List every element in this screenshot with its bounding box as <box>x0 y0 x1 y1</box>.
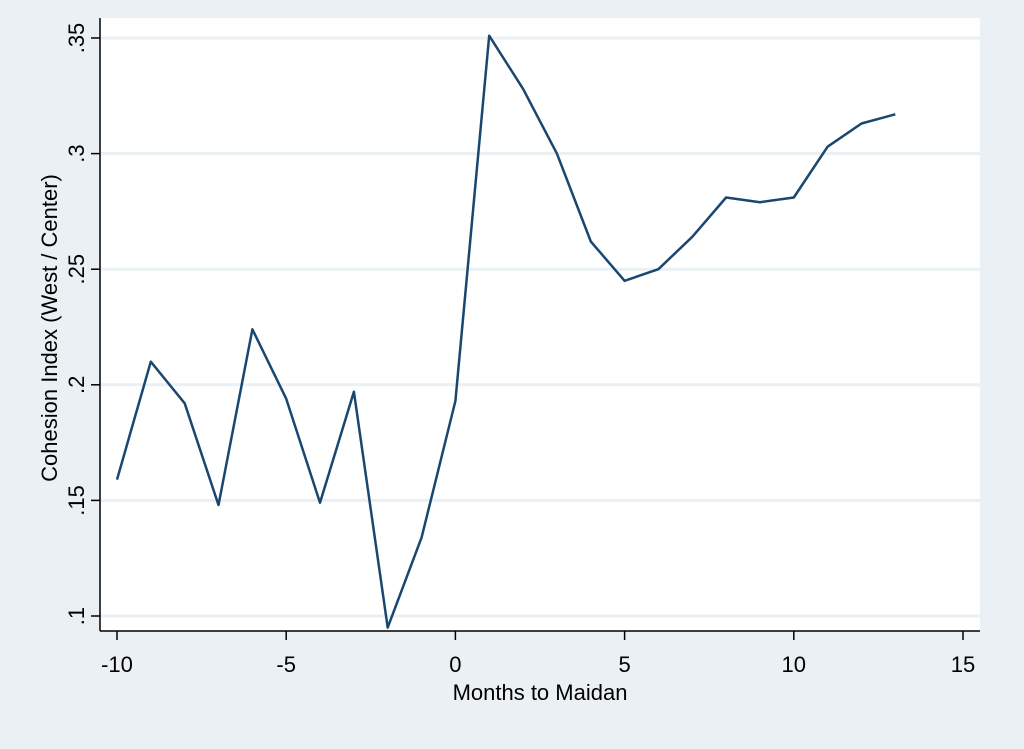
data-point-0 <box>115 478 119 482</box>
data-point-9 <box>420 535 424 539</box>
data-point-7 <box>352 390 356 394</box>
data-point-20 <box>792 196 796 200</box>
data-point-6 <box>318 501 322 505</box>
y-tick-label-2: .2 <box>64 376 89 394</box>
x-tick-label-0: -10 <box>101 652 133 677</box>
data-point-8 <box>386 626 390 630</box>
data-point-23 <box>893 112 897 116</box>
data-point-11 <box>487 34 491 38</box>
x-tick-label-4: 10 <box>782 652 806 677</box>
x-axis-title: Months to Maidan <box>453 680 628 705</box>
y-axis-title: Cohesion Index (West / Center) <box>37 174 62 482</box>
axes <box>91 18 980 640</box>
data-point-4 <box>250 327 254 331</box>
data-point-3 <box>217 503 221 507</box>
data-point-10 <box>453 399 457 403</box>
y-tick-label-3: .25 <box>64 254 89 285</box>
data-point-16 <box>656 267 660 271</box>
data-point-13 <box>555 152 559 156</box>
y-tick-label-1: .15 <box>64 485 89 516</box>
data-point-12 <box>521 87 525 91</box>
tick-labels: -10 -5 0 5 10 15 .1 .15 .2 .25 .3 .35 <box>64 23 975 677</box>
x-tick-label-2: 0 <box>449 652 461 677</box>
series-line-0 <box>115 34 896 629</box>
y-tick-label-0: .1 <box>64 607 89 625</box>
data-point-21 <box>826 145 830 149</box>
x-tick-label-1: -5 <box>276 652 296 677</box>
data-point-18 <box>724 196 728 200</box>
data-point-15 <box>623 279 627 283</box>
plot-area <box>100 18 980 631</box>
x-tick-label-5: 15 <box>951 652 975 677</box>
x-tick-label-3: 5 <box>618 652 630 677</box>
data-point-14 <box>589 239 593 243</box>
y-tick-label-5: .35 <box>64 23 89 54</box>
grid-lines <box>100 36 980 618</box>
data-point-1 <box>149 360 153 364</box>
series-layer <box>115 34 897 630</box>
data-point-19 <box>758 200 762 204</box>
data-point-2 <box>183 401 187 405</box>
data-point-5 <box>284 397 288 401</box>
y-tick-label-4: .3 <box>64 144 89 162</box>
data-point-22 <box>859 122 863 126</box>
data-point-17 <box>690 235 694 239</box>
